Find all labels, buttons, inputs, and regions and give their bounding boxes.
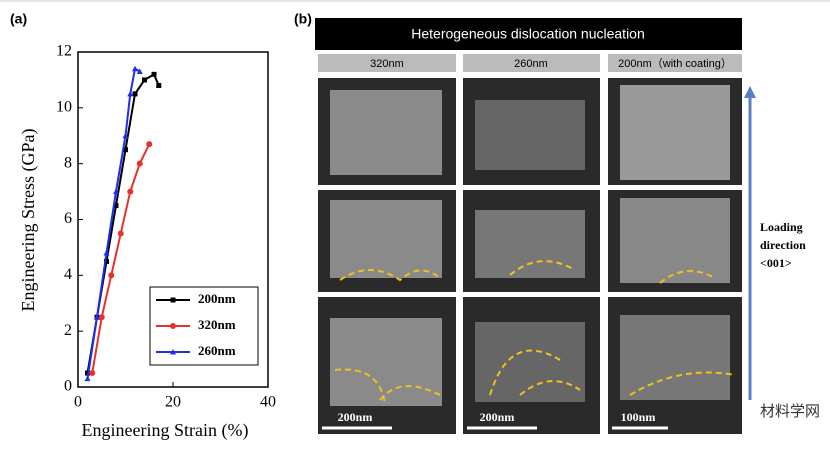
point	[98, 314, 105, 321]
col-header	[318, 54, 456, 72]
y-tick-label: 10	[56, 99, 72, 116]
dislocation-arc	[339, 269, 441, 282]
pillar	[330, 318, 442, 406]
micrographs: 320nm 260nm 200nm（with coating）	[318, 54, 742, 434]
point	[156, 83, 162, 88]
y-tick-label: 12	[56, 43, 72, 60]
point	[123, 147, 128, 153]
scale-label: 100nm	[621, 410, 656, 424]
panel-label: (b)	[294, 11, 312, 27]
dislocation-arc	[629, 371, 736, 396]
loading-text: <001>	[760, 256, 792, 270]
y-tick-label: 0	[64, 378, 72, 395]
y-tick-label: 2	[64, 322, 72, 339]
dislocation-arc	[334, 368, 441, 406]
point	[127, 188, 134, 195]
pillar	[330, 200, 442, 278]
point	[108, 272, 115, 279]
point	[132, 91, 138, 97]
panel-label: (a)	[10, 11, 27, 27]
point	[117, 230, 124, 237]
y-axis-label: Engineering Stress (GPa)	[18, 129, 39, 312]
legend-marker	[170, 323, 176, 329]
point	[132, 65, 138, 72]
point	[142, 77, 147, 83]
point	[136, 68, 143, 75]
point	[113, 188, 119, 195]
y-tick-label: 8	[64, 154, 72, 171]
pillar	[620, 198, 730, 283]
point	[103, 250, 110, 256]
col-title: 200nm（with coating）	[618, 57, 732, 70]
col-header	[463, 54, 600, 72]
point	[104, 258, 109, 264]
legend-label: 260nm	[198, 343, 236, 358]
col-title: 320nm	[370, 58, 404, 70]
dislocation-arc	[659, 270, 716, 284]
series-line	[86, 67, 141, 379]
legend-label: 200nm	[198, 291, 236, 306]
legend-label: 320nm	[198, 317, 236, 332]
scale-label: 200nm	[480, 410, 515, 424]
pillar	[330, 90, 442, 175]
dislocation-arc	[489, 349, 581, 396]
dislocation-arc	[509, 260, 576, 276]
watermark: 材料学网	[760, 403, 820, 420]
pillar	[620, 315, 730, 400]
legend-marker	[170, 349, 176, 355]
x-tick-label: 40	[260, 394, 276, 411]
col-title: 260nm	[514, 58, 548, 70]
x-tick-label: 20	[165, 394, 181, 411]
header-bar	[315, 18, 742, 50]
header-title: Heterogeneous dislocation nucleation	[411, 26, 645, 42]
pillar	[620, 85, 730, 180]
point	[84, 375, 91, 382]
point	[136, 160, 143, 167]
arrow-head	[744, 86, 756, 98]
point	[94, 314, 100, 320]
loading-text: Loading	[760, 220, 803, 234]
y-tick-label: 6	[64, 210, 72, 227]
y-tick-label: 4	[64, 266, 72, 283]
col-header	[608, 54, 742, 72]
x-tick-label: 0	[74, 394, 82, 411]
x-axis-label: Engineering Strain (%)	[82, 420, 249, 441]
point	[146, 141, 153, 148]
loading-text: direction	[760, 238, 806, 252]
point	[127, 90, 134, 97]
point	[122, 132, 129, 139]
point	[89, 370, 96, 377]
pillar	[475, 210, 585, 278]
legend-marker	[170, 297, 176, 303]
pillar	[475, 100, 585, 170]
point	[113, 203, 119, 209]
point	[151, 71, 157, 77]
scale-label: 200nm	[338, 410, 373, 424]
